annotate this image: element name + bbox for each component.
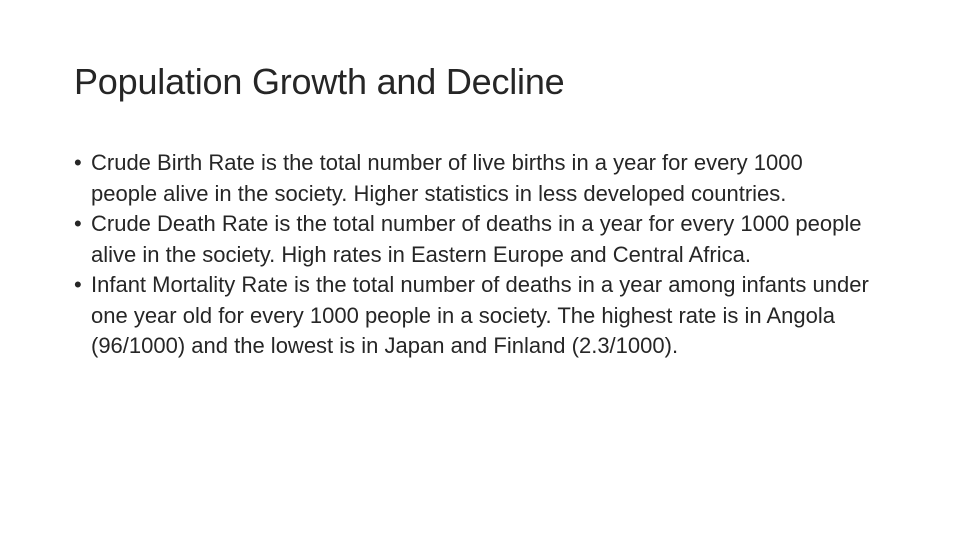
bullet-list: • Crude Birth Rate is the total number o… <box>74 148 874 362</box>
slide-title: Population Growth and Decline <box>74 61 565 102</box>
bullet-marker: • <box>74 150 82 175</box>
bullet-text: Crude Birth Rate is the total number of … <box>91 150 803 206</box>
bullet-text: Infant Mortality Rate is the total numbe… <box>91 272 869 358</box>
bullet-item-crude-birth-rate: • Crude Birth Rate is the total number o… <box>74 148 874 209</box>
bullet-item-infant-mortality-rate: • Infant Mortality Rate is the total num… <box>74 270 874 362</box>
bullet-marker: • <box>74 272 82 297</box>
bullet-item-crude-death-rate: • Crude Death Rate is the total number o… <box>74 209 874 270</box>
bullet-text: Crude Death Rate is the total number of … <box>91 211 862 267</box>
bullet-marker: • <box>74 211 82 236</box>
